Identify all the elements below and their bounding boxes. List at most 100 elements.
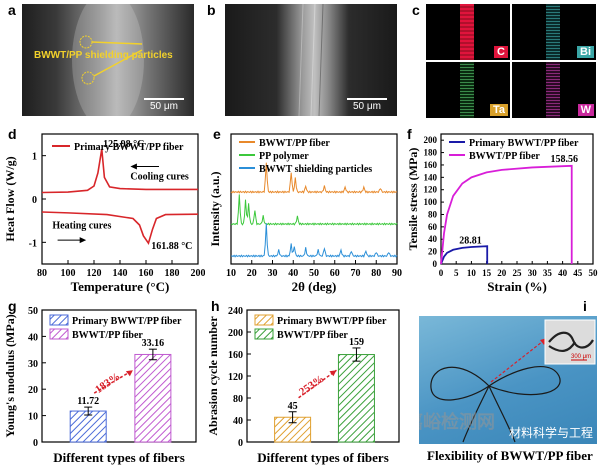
y-tick-label: 0 xyxy=(32,195,37,206)
legend-swatch-0 xyxy=(254,314,274,326)
y-tick-label: 160 xyxy=(424,160,438,170)
legend-swatch-1 xyxy=(49,328,69,340)
x-tick-label: 200 xyxy=(191,268,206,279)
increase-arrow xyxy=(93,369,134,394)
x-axis-label: Different types of fibers xyxy=(53,450,185,465)
y-tick-label: 200 xyxy=(228,328,243,339)
peak-label-heating: 161.88 °C xyxy=(151,241,192,252)
x-tick-label: 50 xyxy=(589,268,599,278)
x-tick-label: 40 xyxy=(558,268,568,278)
eds-band-ta xyxy=(460,62,474,118)
watermark-text: 嘉峪检测网 xyxy=(419,412,495,433)
x-tick-label: 120 xyxy=(87,268,102,279)
y-tick-label: 40 xyxy=(28,332,38,343)
panel-label-b: b xyxy=(207,2,216,18)
x-tick-label: 100 xyxy=(61,268,76,279)
xrd-pattern-0 xyxy=(230,162,398,194)
eds-map-ta: Ta xyxy=(426,62,510,118)
y-tick-label: 0 xyxy=(33,438,38,449)
value-label-1: 159 xyxy=(349,337,364,348)
x-tick-label: 40 xyxy=(288,268,298,279)
panel-c: c C Bi Ta W xyxy=(410,0,600,120)
x-tick-label: 25 xyxy=(513,268,523,278)
fiber-caption: Flexibility of BWWT/PP fiber xyxy=(427,448,593,463)
panel-d: d 80 100 120 140 160 180 200 -1 0 1 Temperature (°… xyxy=(0,124,206,294)
x-tick-label: 70 xyxy=(351,268,361,279)
panel-label-g: g xyxy=(8,298,17,314)
y-axis-label: Tensile stress (MPa) xyxy=(406,148,420,251)
legend-label-0: BWWT/PP fiber xyxy=(259,138,330,149)
panel-e: e 10 20 30 40 50 60 70 80 90 2θ (deg) Intensity (a… xyxy=(205,124,405,294)
watermark-subtext: 材料科学与工程 xyxy=(509,426,594,440)
scale-bar-a: 50 μm xyxy=(144,98,184,112)
fiber-bow-drawing xyxy=(430,319,596,443)
plot-frame xyxy=(41,309,197,443)
y-tick-label: 20 xyxy=(28,385,38,396)
y-tick-label: 50 xyxy=(28,306,38,317)
increase-arrow-head xyxy=(329,370,337,377)
legend-label-0: Primary BWWT/PP fiber xyxy=(72,316,182,327)
y-tick-label: 40 xyxy=(233,416,243,427)
xrd-pattern-1 xyxy=(230,194,398,226)
eds-band-c xyxy=(460,4,474,60)
tensile-chart: 0 5 10 15 20 25 30 35 40 45 5002040608010012014016… xyxy=(406,133,599,294)
eds-band-bi xyxy=(546,4,560,60)
fiber-scale-label: 300 μm xyxy=(571,354,592,360)
x-tick-label: 160 xyxy=(139,268,154,279)
heating-label: Heating cures xyxy=(52,220,111,231)
eds-map-c: C xyxy=(426,4,510,60)
panel-f: f 0 5 10 15 20 25 30 35 40 45 50 0 20 40 60 80 100 120 140… xyxy=(405,124,600,294)
x-tick-label: 35 xyxy=(543,268,553,278)
x-tick-label: 90 xyxy=(392,268,402,279)
increase-label: 183% xyxy=(93,370,122,396)
dsc-curve-1 xyxy=(41,211,199,246)
stress-curve-0 xyxy=(440,245,489,265)
panel-g: g 0 10 20 30 40 50 Different types of fibers Yo… xyxy=(0,298,205,468)
y-tick-label: 80 xyxy=(428,209,438,219)
dsc-chart: 80 100 120 140 160 180 200 -1 0 1 Temperature (°C)… xyxy=(3,133,206,294)
bar-1 xyxy=(337,354,375,443)
x-tick-label: 20 xyxy=(247,268,257,279)
x-tick-label: 30 xyxy=(268,268,278,279)
panel-label-i: i xyxy=(583,298,587,314)
x-tick-label: 50 xyxy=(309,268,319,279)
x-axis-label: 2θ (deg) xyxy=(292,279,337,294)
particle-annotation: BWWT/PP shielding particles xyxy=(34,50,173,61)
y-tick-label: 180 xyxy=(424,148,438,158)
panel-h: h 0 40 80 120 160 200 240 Different types of fi… xyxy=(205,298,405,468)
modulus-chart: 0 10 20 30 40 50 Different types of fibers Youn… xyxy=(3,306,197,465)
sem-image-b: 50 μm xyxy=(225,4,397,116)
eds-map-bi: Bi xyxy=(512,4,596,60)
y-tick-label: 30 xyxy=(28,359,38,370)
heating-arrow-head xyxy=(79,237,87,244)
y-tick-label: 0 xyxy=(433,259,438,269)
legend-label-0: Primary BWWT/PP fiber xyxy=(469,138,579,149)
peak-value-label-1: 158.56 xyxy=(550,154,578,165)
panel-a: BWWT/PP shielding particles 50 μm a xyxy=(0,0,200,120)
y-tick-label: 1 xyxy=(32,152,37,163)
x-tick-label: 45 xyxy=(573,268,583,278)
eds-band-w xyxy=(546,62,560,118)
eds-map-w: W xyxy=(512,62,596,118)
x-tick-label: 15 xyxy=(482,268,492,278)
y-axis-label: Intensity (a.u.) xyxy=(208,171,222,246)
xrd-pattern-2 xyxy=(230,223,398,258)
x-tick-label: 30 xyxy=(528,268,538,278)
eds-label-ta: Ta xyxy=(489,104,508,116)
legend-label: Primary BWWT/PP fiber xyxy=(74,142,184,153)
y-tick-label: 100 xyxy=(424,197,438,207)
x-axis-label: Different types of fibers xyxy=(257,450,389,465)
x-tick-label: 60 xyxy=(330,268,340,279)
scale-bar-b: 50 μm xyxy=(347,98,387,112)
panel-label-c: c xyxy=(412,2,420,18)
y-axis-label: Abrasion cycle number xyxy=(206,316,220,436)
legend-swatch-1 xyxy=(254,328,274,340)
legend-swatch-0 xyxy=(49,314,69,326)
panel-label-h: h xyxy=(211,298,220,314)
fiber-photo: 300 μm 嘉峪检测网 材料科学与工程 xyxy=(419,316,597,444)
y-tick-label: 10 xyxy=(28,412,38,423)
x-tick-label: 5 xyxy=(454,268,459,278)
xrd-chart: 10 20 30 40 50 60 70 80 90 2θ (deg) Intensity (a.u… xyxy=(208,133,402,294)
plot-frame xyxy=(230,133,398,265)
y-tick-label: 120 xyxy=(424,185,438,195)
